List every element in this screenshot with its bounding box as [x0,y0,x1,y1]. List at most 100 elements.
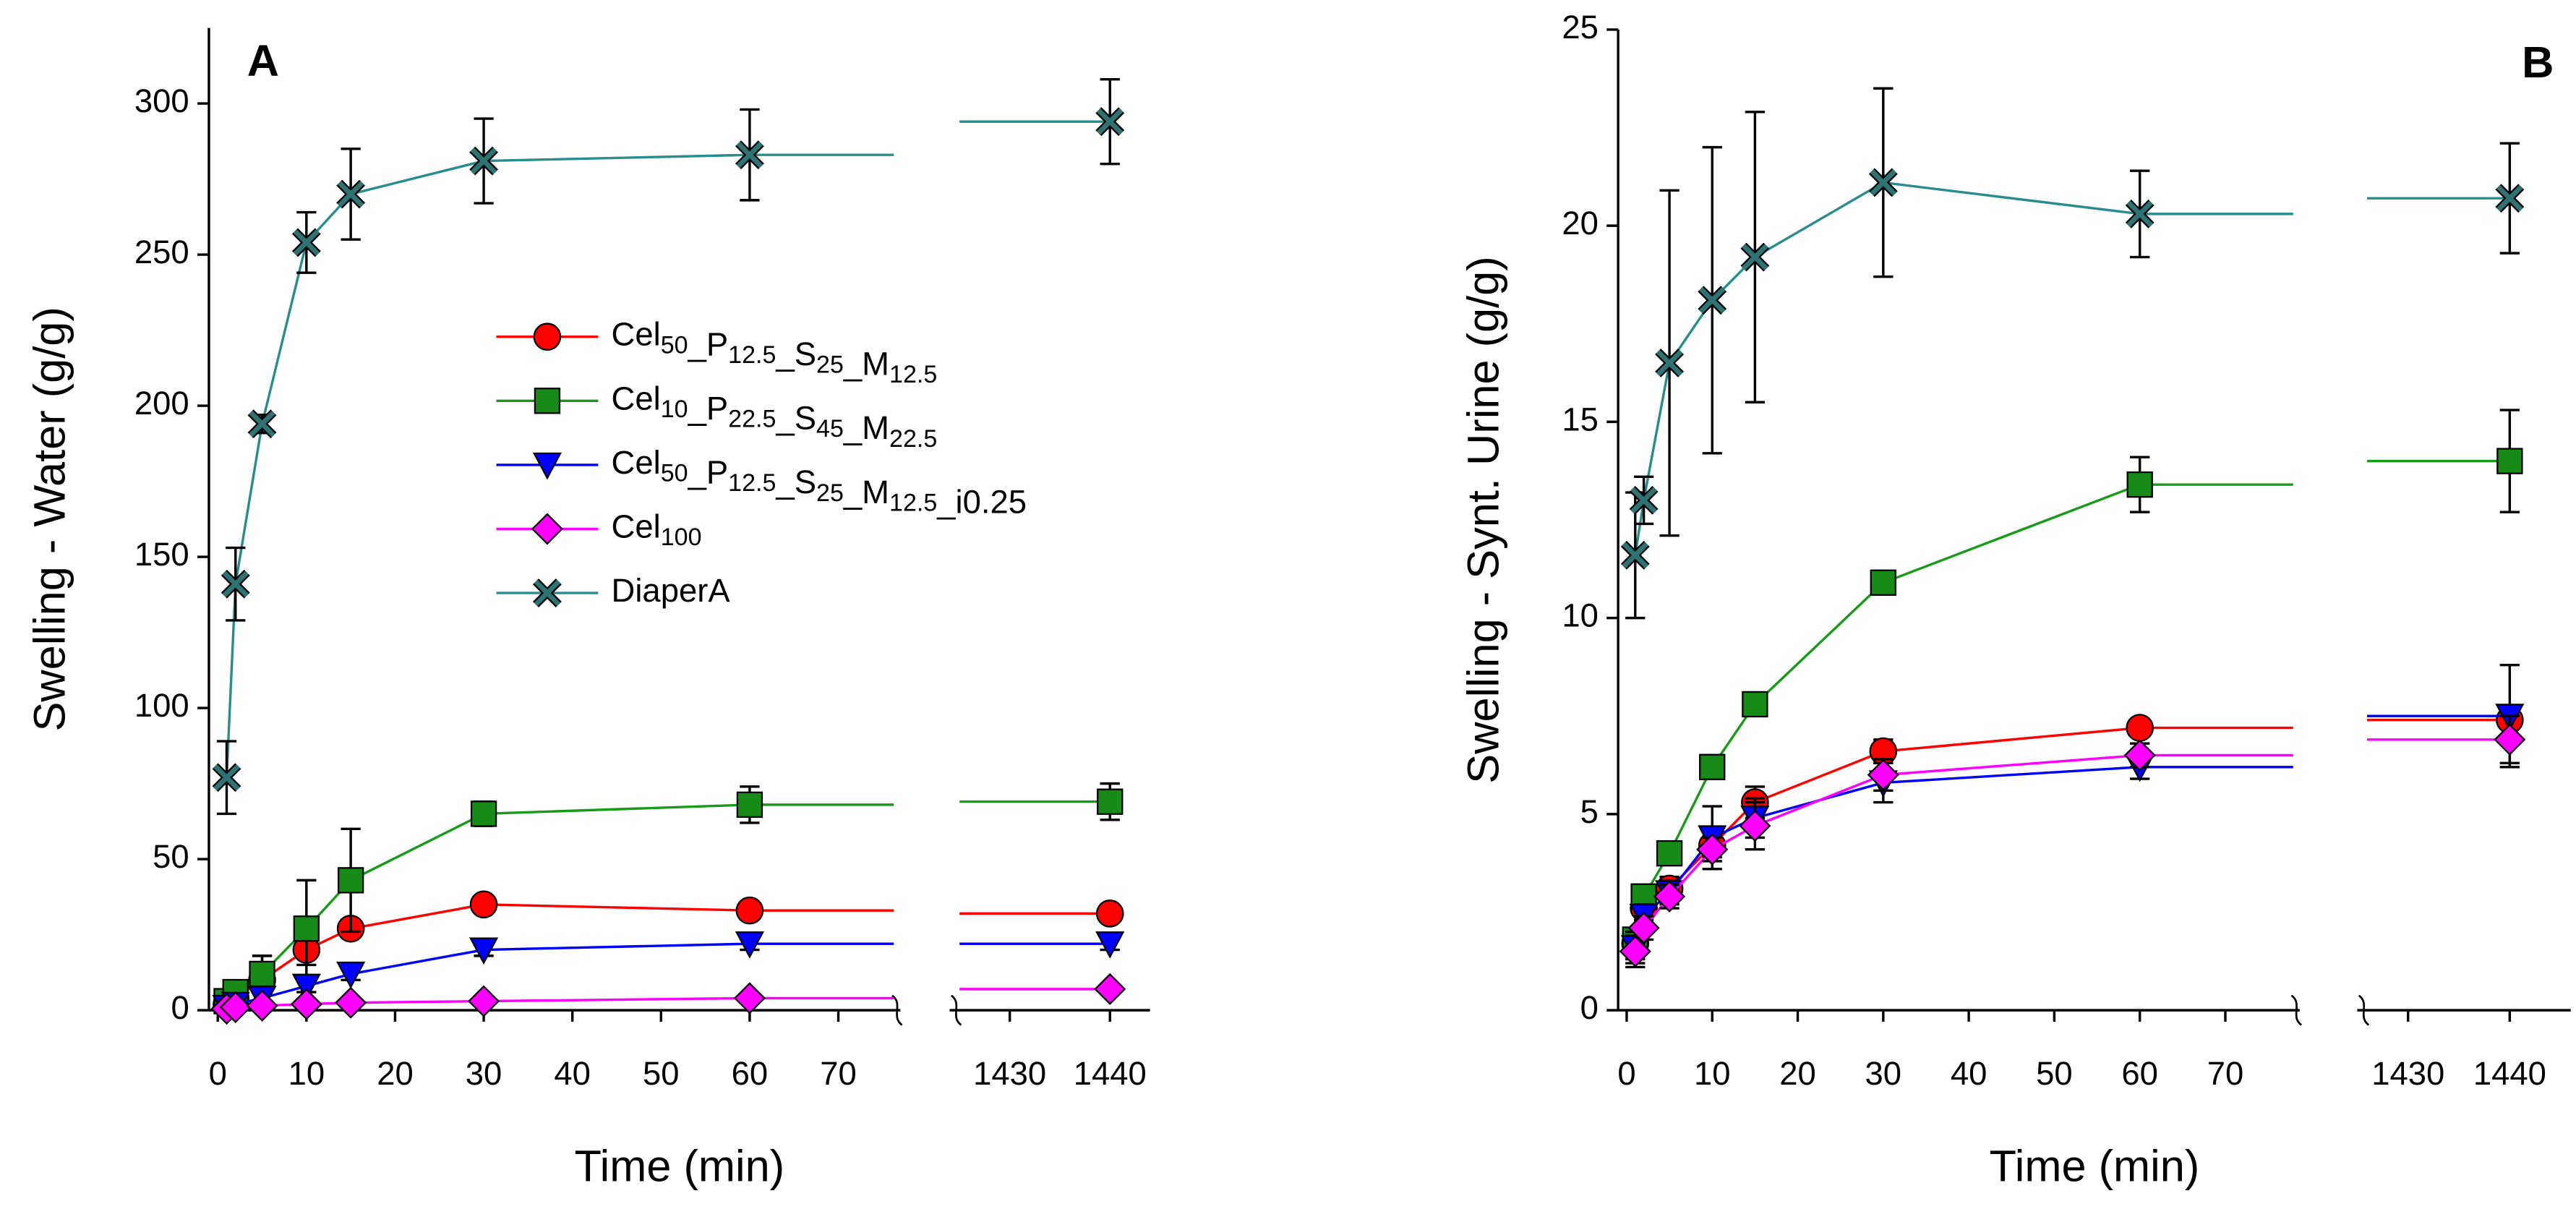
legend-label: Cel10_P22.5_S45_M22.5 [612,380,938,453]
x-tick-label: 20 [1779,1055,1816,1092]
data-point [1095,900,1124,928]
panel-label: B [2522,37,2554,87]
series-line [1635,716,2510,947]
y-axis-label: Swelling - Synt. Urine (g/g) [1458,256,1508,783]
data-point [1742,244,1768,270]
data-point [1095,931,1125,959]
data-point [1656,840,1683,867]
data-point [1096,108,1124,135]
data-point [1094,973,1126,1005]
panel-label: A [247,35,279,85]
data-point [1097,788,1124,815]
legend-marker [532,452,562,480]
data-point [1622,542,1649,569]
x-tick-label: 30 [466,1055,502,1092]
data-point [2126,200,2154,228]
y-tick-label: 50 [153,838,189,875]
data-point [337,867,364,894]
x-tick-label: 70 [820,1055,857,1092]
data-point [246,989,278,1022]
data-point [736,141,763,168]
data-point [293,915,320,942]
x-tick-label: 1440 [2473,1055,2546,1092]
data-point [469,937,499,965]
legend-marker [533,322,562,351]
x-tick-label: 50 [2036,1055,2073,1092]
data-point [1698,286,1726,314]
data-point [1867,759,1899,791]
legend-marker [531,513,563,545]
legend-marker [534,388,561,414]
axis-break [950,994,962,1026]
x-tick-label: 50 [643,1055,680,1092]
x-tick-label: 70 [2207,1055,2244,1092]
data-point [1739,810,1771,842]
data-point [1656,349,1683,377]
x-tick-label: 40 [1951,1055,1987,1092]
y-tick-label: 10 [1562,597,1599,634]
data-point [291,973,321,1001]
y-axis-label: Swelling - Water (g/g) [24,307,74,731]
y-tick-label: 200 [134,385,189,422]
data-point [1630,487,1657,514]
data-point [335,986,367,1019]
data-point [2496,184,2523,212]
data-point [249,410,275,437]
x-axis-label: Time (min) [574,1141,784,1191]
x-axis-label: Time (min) [1990,1141,2200,1191]
axis-break [891,994,903,1026]
data-point [249,960,275,988]
axis-break [2290,994,2303,1026]
series-line [1635,720,2510,944]
data-point [735,931,764,959]
x-tick-label: 60 [2121,1055,2158,1092]
x-tick-label: 1430 [2371,1055,2444,1092]
y-tick-label: 5 [1580,793,1599,830]
legend-marker [534,579,561,607]
x-tick-label: 1430 [973,1055,1046,1092]
data-point [1699,753,1726,780]
y-tick-label: 25 [1562,9,1599,46]
legend-label: Cel50_P12.5_S25_M12.5 [612,316,938,389]
data-point [1696,833,1729,866]
x-tick-label: 0 [209,1055,227,1092]
data-point [1870,569,1896,596]
data-point [735,896,764,925]
x-tick-label: 60 [732,1055,769,1092]
data-point [736,791,763,819]
y-tick-label: 0 [171,989,189,1026]
data-point [2494,723,2526,756]
data-point [213,764,240,791]
data-point [1870,169,1897,196]
data-point [1653,880,1686,913]
legend-label: DiaperA [612,572,731,609]
y-tick-label: 300 [134,82,189,119]
data-point [1742,691,1768,718]
data-point [336,961,366,989]
x-tick-label: 0 [1617,1055,1635,1092]
data-point [219,991,252,1023]
data-point [2496,448,2523,474]
data-point [468,985,500,1017]
data-point [1619,935,1651,967]
y-tick-label: 100 [134,687,189,724]
legend-label: Cel50_P12.5_S25_M12.5_i0.25 [612,444,1027,521]
data-point [1627,912,1660,944]
data-point [733,982,766,1014]
legend-label: Cel100 [612,508,702,552]
data-point [2126,471,2153,498]
data-point [290,988,322,1020]
y-tick-label: 150 [134,536,189,573]
x-tick-label: 10 [1694,1055,1731,1092]
data-point [2123,739,2156,772]
x-tick-label: 40 [554,1055,591,1092]
y-tick-label: 250 [134,234,189,270]
data-point [470,800,497,827]
data-point [337,181,364,208]
x-tick-label: 1440 [1074,1055,1147,1092]
series-line [226,121,1110,777]
data-point [293,229,320,256]
x-tick-label: 20 [377,1055,414,1092]
